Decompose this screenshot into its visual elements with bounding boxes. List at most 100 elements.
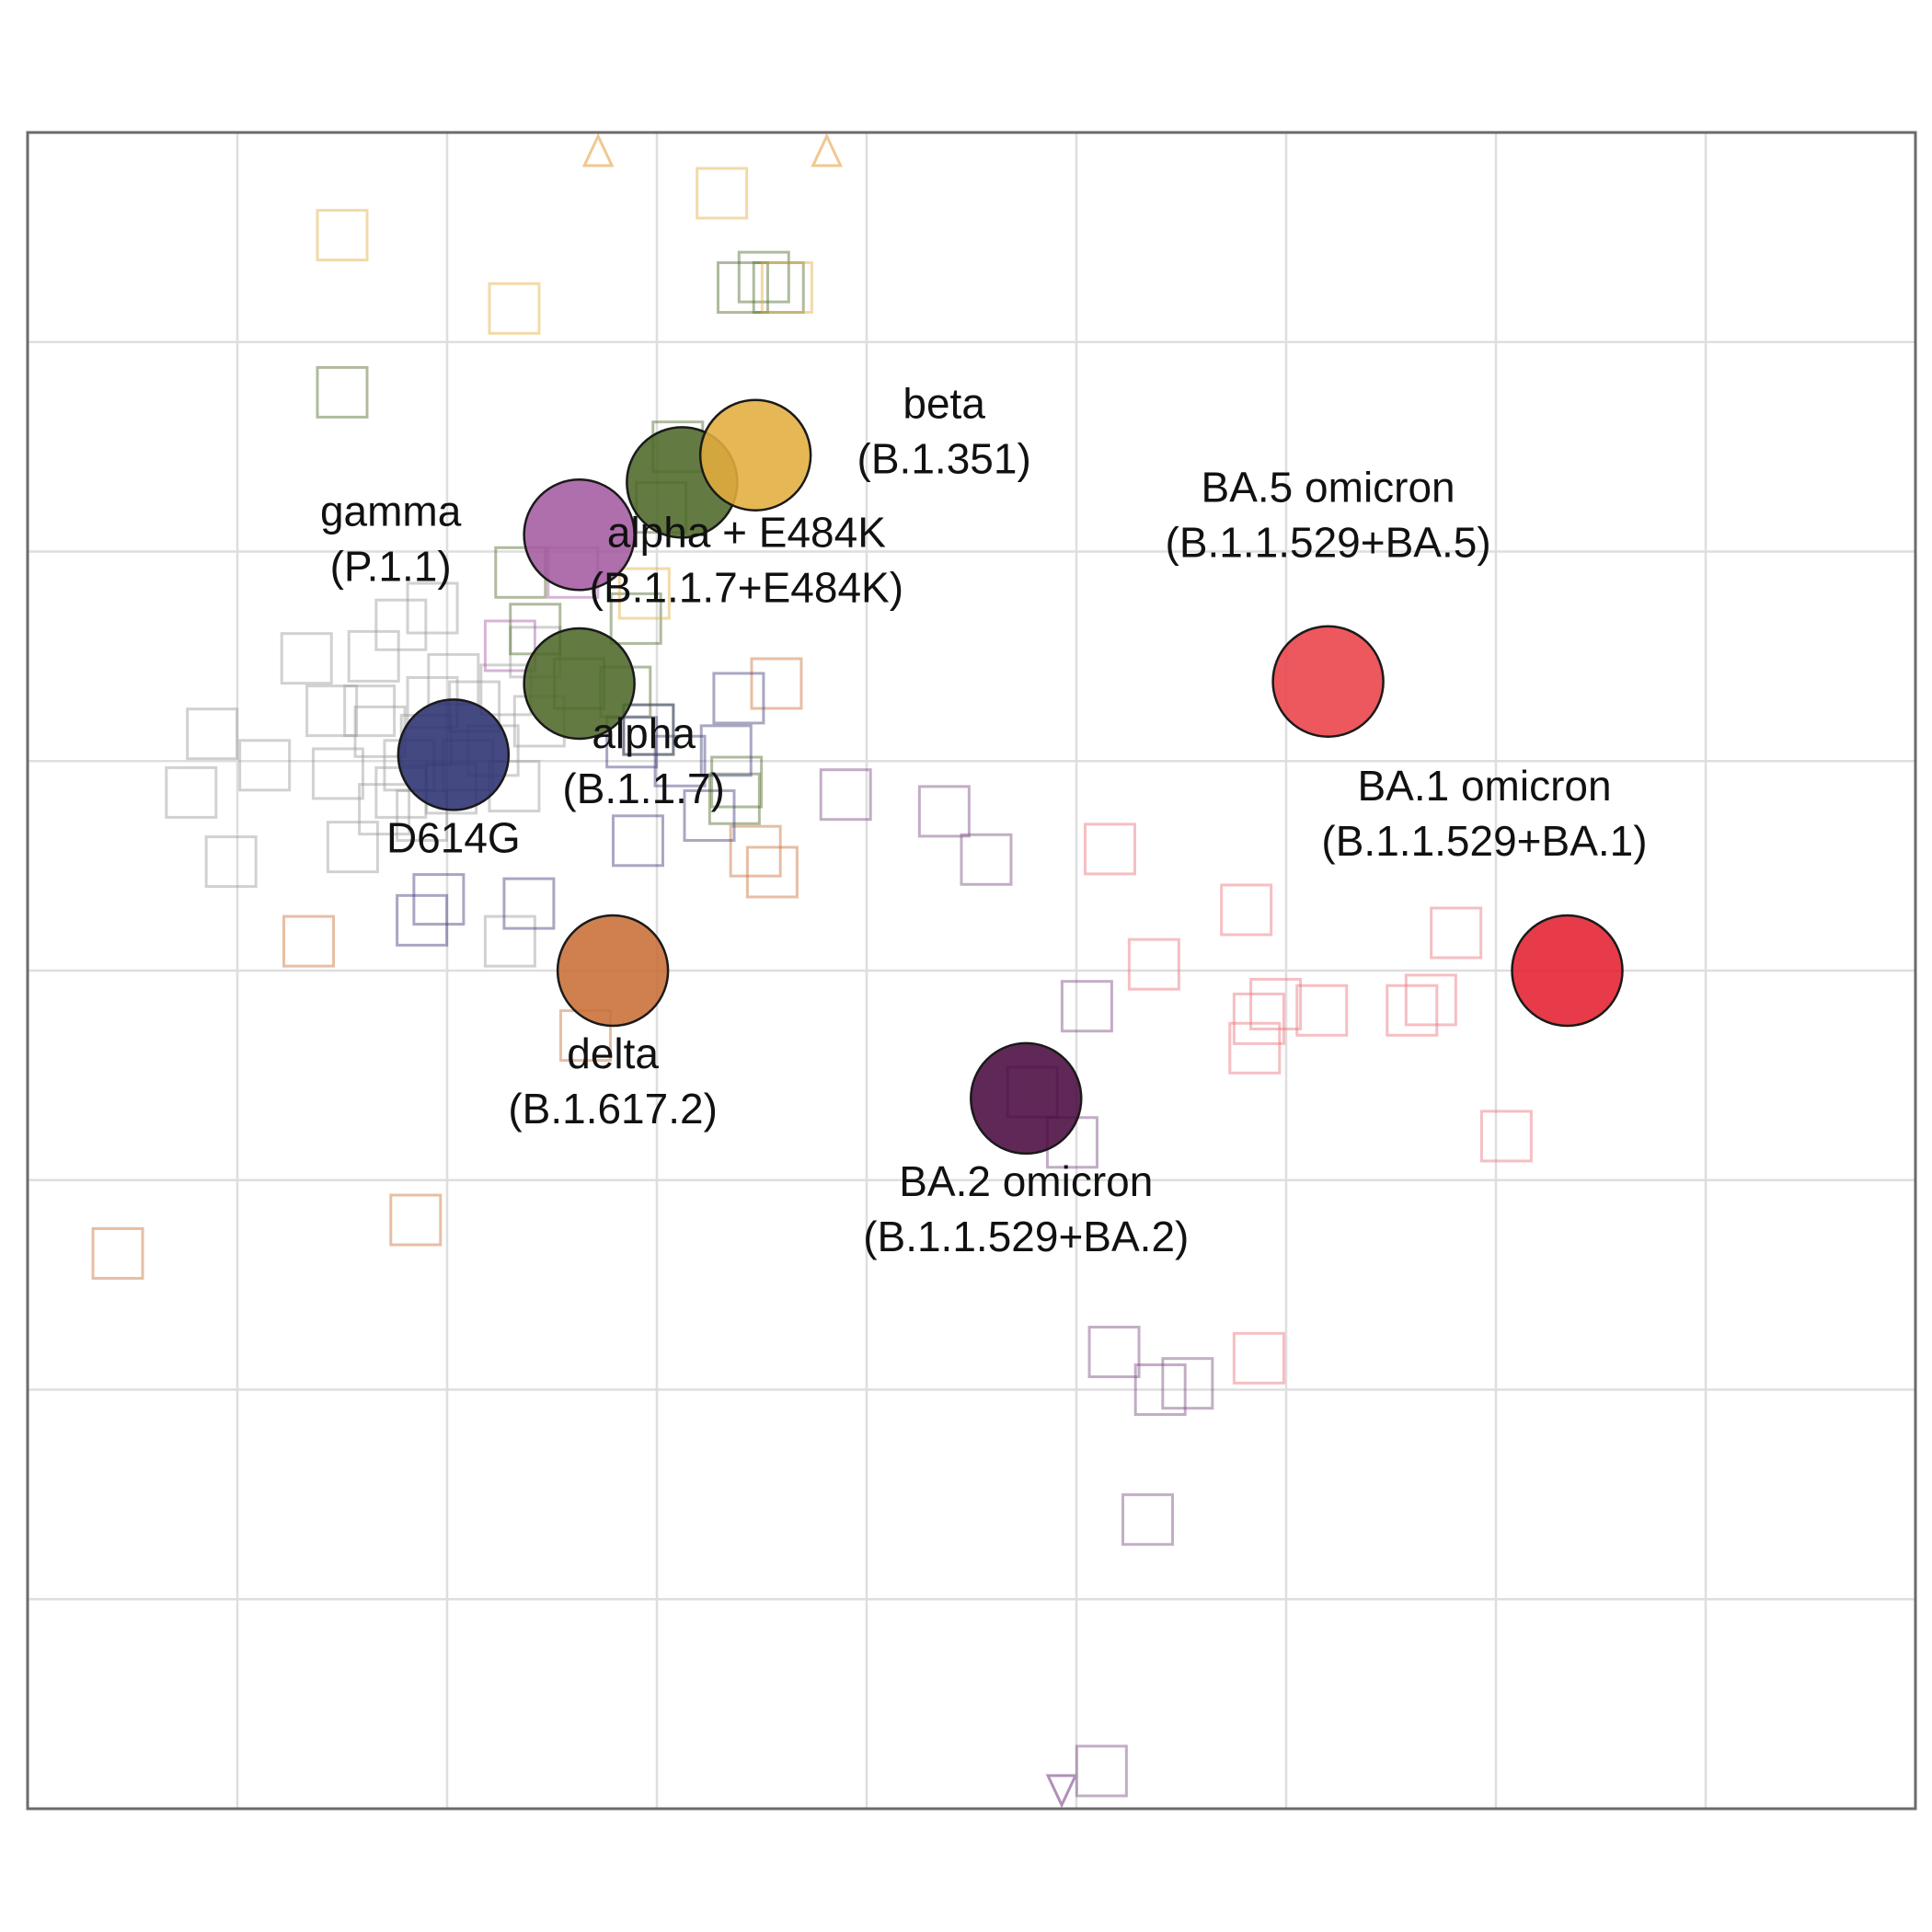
- serum-point: [406, 581, 459, 635]
- antigen-point: [523, 627, 636, 741]
- serum-point: [358, 783, 411, 836]
- serum-point: [611, 814, 664, 868]
- serum-point: [622, 703, 675, 756]
- serum-point: [1479, 1110, 1533, 1163]
- serum-point: [204, 835, 258, 889]
- serum-point: [389, 1193, 443, 1247]
- serum-point: [1121, 1493, 1175, 1547]
- antigen-label-line: alpha: [592, 709, 696, 757]
- antigen-label: BA.2 omicron (B.1.1.529+BA.2): [863, 1157, 1189, 1260]
- serum-point: [760, 261, 813, 315]
- antigen-point: [1511, 914, 1624, 1028]
- antigen-label-line: (P.1.1): [330, 542, 452, 590]
- antigen-label-line: (B.1.1.529+BA.2): [863, 1213, 1189, 1260]
- offscale-layer: [581, 132, 1078, 1809]
- serum-point: [1075, 1744, 1128, 1798]
- serum-point: [186, 707, 239, 761]
- antigen-label-line: beta: [903, 380, 985, 428]
- serum-point: [1087, 1326, 1141, 1379]
- serum-point: [396, 893, 449, 947]
- antigen-label: BA.5 omicron (B.1.1.529+BA.5): [1166, 464, 1491, 567]
- antigen-point: [1271, 625, 1385, 738]
- antigen-label-line: delta: [567, 1029, 659, 1077]
- antigen-layer: [397, 398, 1624, 1156]
- serum-point: [1386, 983, 1439, 1037]
- serum-point: [347, 629, 400, 683]
- serum-point: [1430, 906, 1483, 960]
- serum-point: [343, 684, 397, 738]
- serum-point: [745, 845, 799, 899]
- serum-point: [707, 772, 761, 825]
- serum-point: [710, 755, 764, 809]
- antigen-point: [970, 1041, 1083, 1156]
- antigen-label: beta (B.1.351): [857, 380, 1031, 483]
- antigen-label: alpha + E484K (B.1.1.7+E484K): [590, 508, 903, 611]
- antigen-point: [397, 698, 511, 811]
- serum-point: [280, 632, 333, 685]
- serum-point: [488, 282, 541, 335]
- serum-point: [412, 873, 466, 926]
- antigen-label-line: BA.1 omicron: [1357, 762, 1611, 810]
- offscale-marker: [811, 132, 844, 167]
- serum-point: [1228, 1021, 1282, 1075]
- serum-point: [716, 261, 769, 315]
- plot-frame: [26, 131, 1917, 1811]
- antigen-label-line: (B.1.351): [857, 435, 1031, 483]
- serum-point: [326, 821, 379, 874]
- serum-point: [1127, 937, 1180, 991]
- serum-point: [653, 734, 707, 788]
- serum-point: [622, 703, 675, 756]
- antigen-label-line: BA.2 omicron: [899, 1157, 1153, 1205]
- serum-point: [729, 824, 782, 878]
- serum-point: [696, 167, 749, 220]
- antigen-label: delta (B.1.617.2): [508, 1029, 718, 1133]
- antigen-label-line: (B.1.617.2): [508, 1085, 718, 1133]
- serum-point: [238, 739, 292, 792]
- serum-point: [1232, 992, 1285, 1045]
- antigen-label-line: D614G: [386, 813, 521, 861]
- antigen-point: [698, 398, 812, 512]
- label-layer: D614G alpha (B.1.1.7) alpha + E484K (B.1.1.7…: [320, 380, 1648, 1260]
- antigen-label: gamma (P.1.1): [320, 487, 462, 590]
- antigen-label: D614G: [386, 813, 521, 861]
- serum-point: [165, 765, 218, 819]
- serum-point: [316, 365, 369, 419]
- serum-point: [1083, 822, 1136, 876]
- serum-point: [699, 724, 753, 777]
- serum-point: [819, 768, 872, 822]
- serum-point: [483, 914, 536, 968]
- serum-point: [374, 598, 428, 651]
- serum-point: [752, 261, 805, 315]
- serum-point: [750, 657, 803, 710]
- serum-point: [1161, 1357, 1214, 1410]
- antigen-label-line: BA.5 omicron: [1202, 464, 1455, 512]
- antigen-label-line: alpha + E484K: [607, 508, 886, 556]
- antigen-label-line: (B.1.1.7+E484K): [590, 563, 903, 611]
- serum-point: [316, 209, 369, 262]
- serum-point: [502, 877, 556, 930]
- serum-point: [1404, 973, 1457, 1027]
- antigen-point: [556, 914, 670, 1028]
- serum-point: [605, 716, 659, 769]
- offscale-marker: [1045, 1774, 1078, 1809]
- serum-point: [91, 1226, 144, 1280]
- serum-point: [617, 567, 671, 620]
- serum-point: [712, 672, 765, 725]
- grid: [28, 132, 1915, 1809]
- serum-point: [917, 785, 971, 838]
- antigen-label-line: (B.1.1.529+BA.1): [1321, 817, 1647, 865]
- serum-point: [483, 619, 536, 673]
- antigen-label: BA.1 omicron (B.1.1.529+BA.1): [1321, 762, 1647, 865]
- serum-point: [311, 747, 364, 800]
- serum-point: [1133, 1363, 1187, 1416]
- serum-point: [737, 250, 790, 304]
- serum-point: [683, 788, 736, 842]
- serum-point: [1249, 977, 1303, 1030]
- serum-point: [960, 833, 1013, 886]
- antigen-label: alpha (B.1.1.7): [562, 709, 724, 812]
- antigen-label-line: gamma: [320, 487, 462, 535]
- serum-point: [1232, 1331, 1285, 1385]
- serum-point: [1295, 983, 1349, 1037]
- serum-point: [305, 684, 359, 738]
